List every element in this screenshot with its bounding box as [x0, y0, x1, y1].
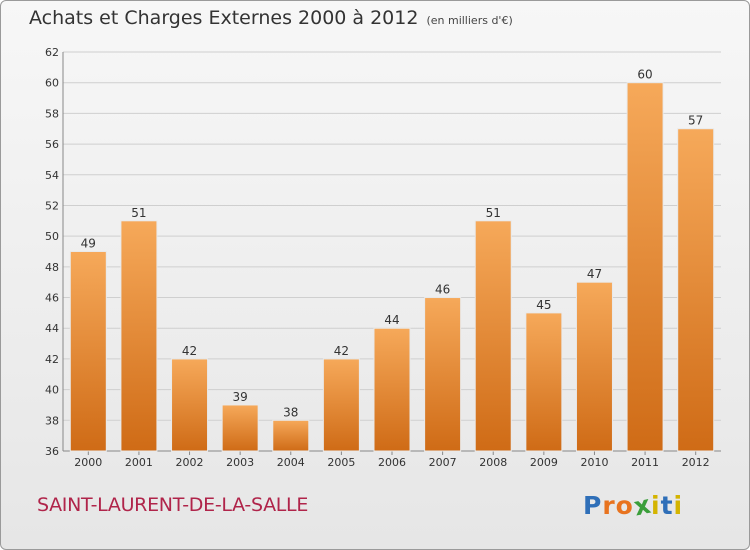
- y-tick-label: 62: [45, 46, 59, 59]
- data-label: 45: [536, 298, 551, 312]
- x-tick-label: 2008: [479, 456, 507, 469]
- chart-subtitle: (en milliers d'€): [426, 14, 513, 27]
- data-label: 60: [637, 68, 652, 82]
- data-label: 47: [587, 267, 602, 281]
- logo-letter: i: [651, 491, 661, 520]
- y-tick-label: 60: [45, 77, 59, 90]
- x-tick-label: 2000: [74, 456, 102, 469]
- y-tick-label: 50: [45, 230, 59, 243]
- labels: 49 51 42 39 38 42 44 46 51 45 47 60 57: [81, 68, 704, 420]
- y-tick-label: 42: [45, 353, 59, 366]
- y-tick-label: 52: [45, 199, 59, 212]
- data-label: 44: [384, 313, 399, 327]
- y-tick-label: 38: [45, 414, 59, 427]
- bar-2012: [677, 128, 715, 452]
- bar-2001: [120, 220, 158, 452]
- y-tick-label: 40: [45, 384, 59, 397]
- x-tick-label: 2009: [530, 456, 558, 469]
- bar-2003: [221, 404, 259, 452]
- data-label: 57: [688, 114, 703, 128]
- bar-2008: [474, 220, 512, 452]
- x-tick-label: 2010: [580, 456, 608, 469]
- logo-letter: r: [602, 491, 616, 520]
- x-tick-label: 2007: [429, 456, 457, 469]
- logo-letter: t: [660, 491, 674, 520]
- x-tick-label: 2002: [176, 456, 204, 469]
- x-tick-label: 2004: [277, 456, 305, 469]
- logo-letter: o: [615, 491, 634, 520]
- bar-2007: [424, 297, 462, 452]
- data-label: 51: [486, 206, 501, 220]
- y-tick-label: 54: [45, 169, 59, 182]
- data-label: 46: [435, 283, 450, 297]
- data-label: 42: [334, 344, 349, 358]
- x-tick-label: 2001: [125, 456, 153, 469]
- bar-2009: [525, 312, 563, 452]
- x-tick-label: 2012: [682, 456, 710, 469]
- y-tick-label: 56: [45, 138, 59, 151]
- bar-2011: [626, 82, 664, 452]
- x-tick-label: 2006: [378, 456, 406, 469]
- bar-2002: [171, 358, 209, 452]
- data-label: 42: [182, 344, 197, 358]
- axes: 36 38 40 42 44 46 48 50 52 54 56 58 60 62 2000 2001 2002…: [45, 46, 721, 469]
- bar-2000: [69, 251, 107, 452]
- y-tick-label: 46: [45, 292, 59, 305]
- data-label: 49: [81, 237, 96, 251]
- chart-title: Achats et Charges Externes 2000 à 2012 (e…: [29, 7, 513, 29]
- commune-name: SAINT-LAURENT-DE-LA-SALLE: [37, 494, 309, 516]
- bar-2005: [322, 358, 360, 452]
- proxiti-logo[interactable]: Proxiti: [583, 490, 684, 522]
- data-label: 51: [131, 206, 146, 220]
- y-tick-label: 36: [45, 445, 59, 458]
- x-tick-label: 2005: [327, 456, 355, 469]
- logo-letter: i: [673, 491, 684, 520]
- title-text: Achats et Charges Externes 2000 à 2012: [29, 7, 419, 29]
- bar-2004: [272, 419, 310, 452]
- bars: [69, 82, 715, 452]
- x-tick-label: 2003: [226, 456, 254, 469]
- logo-letter: P: [583, 491, 603, 520]
- y-tick-label: 48: [45, 261, 59, 274]
- y-tick-label: 58: [45, 107, 59, 120]
- data-label: 39: [233, 390, 248, 404]
- y-tick-label: 44: [45, 322, 59, 335]
- x-tick-label: 2011: [631, 456, 659, 469]
- bar-2006: [373, 327, 411, 452]
- data-label: 38: [283, 405, 298, 419]
- bar-2010: [575, 281, 613, 452]
